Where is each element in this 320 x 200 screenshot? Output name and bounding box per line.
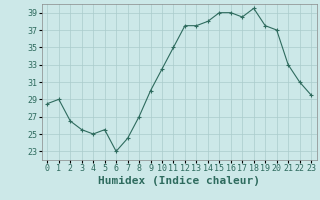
- X-axis label: Humidex (Indice chaleur): Humidex (Indice chaleur): [98, 176, 260, 186]
